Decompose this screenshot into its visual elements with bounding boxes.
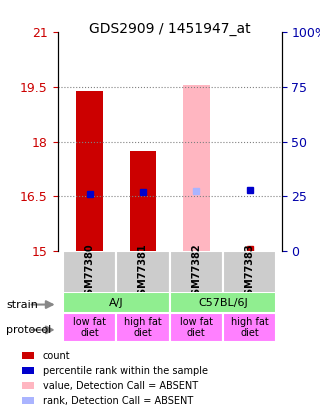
Text: protocol: protocol [6, 325, 52, 335]
Bar [22, 367, 34, 375]
FancyBboxPatch shape [63, 251, 116, 294]
Text: GDS2909 / 1451947_at: GDS2909 / 1451947_at [89, 22, 251, 36]
FancyBboxPatch shape [116, 251, 170, 294]
Bar [183, 85, 210, 251]
FancyBboxPatch shape [170, 292, 276, 313]
Text: GSM77383: GSM77383 [244, 243, 255, 302]
Text: rank, Detection Call = ABSENT: rank, Detection Call = ABSENT [43, 396, 193, 405]
Text: C57BL/6J: C57BL/6J [198, 298, 248, 307]
Bar [130, 151, 156, 251]
Bar [22, 397, 34, 405]
Text: count: count [43, 351, 70, 361]
FancyBboxPatch shape [223, 251, 276, 294]
FancyBboxPatch shape [170, 313, 223, 342]
Text: A/J: A/J [109, 298, 124, 307]
FancyBboxPatch shape [223, 313, 276, 342]
Text: strain: strain [6, 300, 38, 309]
Text: high fat
diet: high fat diet [231, 317, 268, 338]
Text: GSM77382: GSM77382 [191, 243, 201, 302]
FancyBboxPatch shape [170, 251, 223, 294]
Text: high fat
diet: high fat diet [124, 317, 162, 338]
FancyBboxPatch shape [63, 313, 116, 342]
Text: percentile rank within the sample: percentile rank within the sample [43, 366, 208, 376]
FancyBboxPatch shape [63, 292, 170, 313]
Bar [22, 352, 34, 360]
Bar [76, 91, 103, 251]
Text: low fat
diet: low fat diet [73, 317, 106, 338]
FancyBboxPatch shape [116, 313, 170, 342]
Text: GSM77381: GSM77381 [138, 243, 148, 302]
Bar [22, 382, 34, 390]
Text: value, Detection Call = ABSENT: value, Detection Call = ABSENT [43, 381, 198, 391]
Text: GSM77380: GSM77380 [84, 243, 95, 302]
Text: low fat
diet: low fat diet [180, 317, 213, 338]
